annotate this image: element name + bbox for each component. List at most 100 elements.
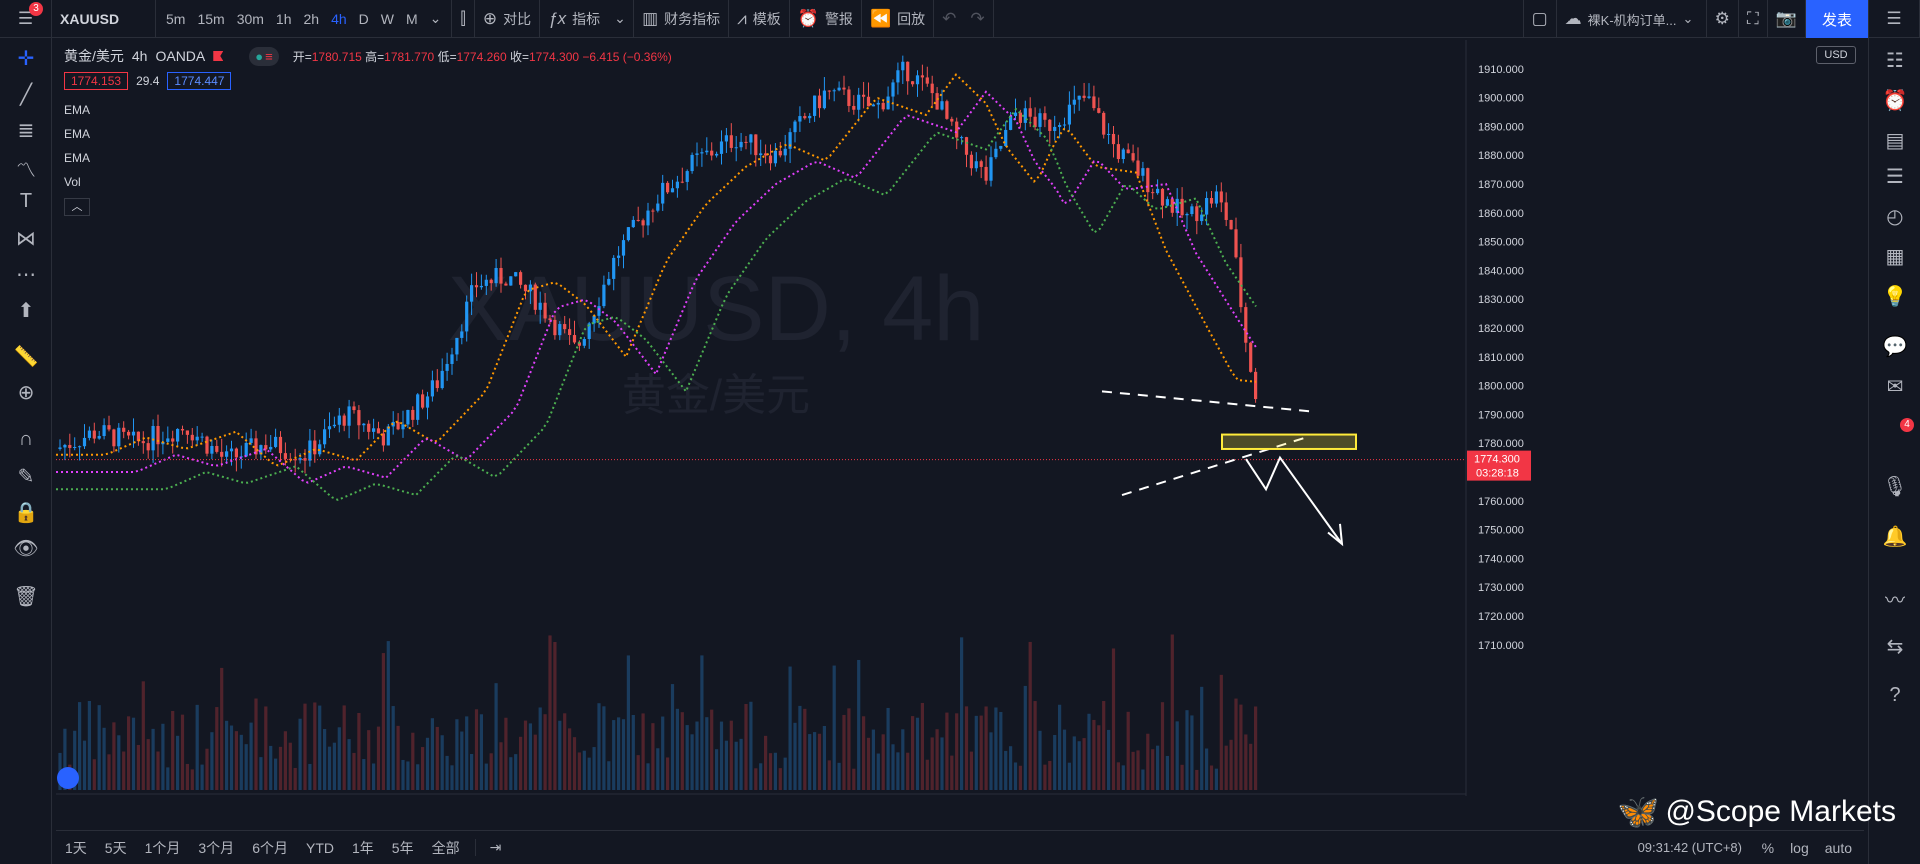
symbol-search[interactable]: XAUUSD bbox=[52, 0, 156, 38]
pattern-icon[interactable]: 〽 bbox=[16, 160, 36, 182]
indicator-ema-2[interactable]: EMA bbox=[64, 127, 91, 141]
interval-w[interactable]: W bbox=[380, 10, 394, 27]
candle-body bbox=[563, 324, 567, 330]
range-3m[interactable]: 3个月 bbox=[198, 839, 235, 856]
currency-selector[interactable]: USD bbox=[1816, 46, 1856, 64]
log-scale-button[interactable]: log bbox=[1790, 839, 1809, 856]
range-1y[interactable]: 1年 bbox=[351, 839, 374, 856]
candle-body bbox=[798, 116, 802, 122]
arrow-up-icon[interactable]: ⬆ bbox=[17, 300, 35, 322]
volume-bar bbox=[641, 713, 645, 790]
undo-icon[interactable]: ↶ bbox=[942, 8, 957, 28]
volume-bar bbox=[1072, 736, 1076, 790]
percent-scale-button[interactable]: % bbox=[1761, 839, 1775, 856]
magnet-icon[interactable]: ∩ bbox=[18, 428, 34, 450]
streams-icon[interactable]: 🎙 bbox=[1882, 476, 1908, 498]
trading-panel-icon[interactable]: 〰 bbox=[1885, 590, 1905, 612]
brand-watermark: 🦋 @Scope Markets bbox=[1617, 792, 1896, 832]
layout-name-button[interactable]: ☁ 裸K-机构订单... ⌄ bbox=[1557, 0, 1707, 38]
indicator-volume[interactable]: Vol bbox=[64, 175, 81, 189]
range-5y[interactable]: 5年 bbox=[391, 839, 414, 856]
collapse-legend-button[interactable]: ︿ bbox=[64, 198, 90, 216]
text-icon[interactable]: T bbox=[19, 190, 33, 212]
volume-bar bbox=[1219, 674, 1223, 790]
help-icon[interactable]: ? bbox=[1889, 684, 1901, 706]
interval-4h[interactable]: 4h bbox=[331, 10, 347, 27]
alarm-clock-icon[interactable]: ⏰ bbox=[1882, 90, 1908, 112]
auto-scale-button[interactable]: auto bbox=[1824, 839, 1852, 856]
interval-1h[interactable]: 1h bbox=[275, 10, 292, 27]
menu-button[interactable]: ☰ 3 bbox=[0, 0, 52, 38]
ruler-icon[interactable]: 📏 bbox=[13, 346, 39, 368]
financials-button[interactable]: ▥ 财务指标 bbox=[634, 0, 730, 38]
clock[interactable]: 09:31:42 (UTC+8) bbox=[1637, 840, 1742, 855]
candle-body bbox=[220, 451, 224, 457]
interval-dropdown-icon[interactable]: ⌄ bbox=[429, 10, 442, 26]
fullscreen-button[interactable]: ⛶ bbox=[1739, 0, 1768, 38]
range-ytd[interactable]: YTD bbox=[305, 839, 334, 856]
publish-button[interactable]: 发表 bbox=[1806, 0, 1868, 38]
compare-button[interactable]: ⊕ 对比 bbox=[475, 0, 541, 38]
prediction-icon[interactable]: ⋯ bbox=[16, 264, 36, 286]
lock-icon[interactable]: 🔒 bbox=[13, 502, 39, 524]
snapshot-button[interactable]: 📷 bbox=[1768, 0, 1806, 38]
templates-button[interactable]: ⩘ 模板 bbox=[729, 0, 790, 38]
range-5d[interactable]: 5天 bbox=[104, 839, 127, 856]
scale-buttons: % log auto bbox=[1762, 840, 1852, 856]
interval-15m[interactable]: 15m bbox=[197, 10, 225, 27]
zoom-icon[interactable]: ⊕ bbox=[17, 382, 35, 404]
eye-icon[interactable]: 👁 bbox=[13, 538, 39, 560]
messages-icon[interactable]: ✉ bbox=[1886, 376, 1904, 398]
idea-icon[interactable]: 💡 bbox=[1882, 286, 1908, 308]
range-6m[interactable]: 6个月 bbox=[252, 839, 288, 856]
volume-bar bbox=[803, 708, 807, 790]
candle-body bbox=[479, 285, 483, 288]
indicators-button[interactable]: ƒx 指标 ⌄ bbox=[540, 0, 635, 38]
flag-icon[interactable] bbox=[213, 51, 224, 61]
data-window-icon[interactable]: ▤ bbox=[1885, 130, 1905, 152]
trash-icon[interactable]: 🗑 bbox=[13, 586, 39, 608]
volume-bar bbox=[470, 753, 474, 790]
fib-icon[interactable]: ≣ bbox=[17, 120, 35, 142]
trendline-icon[interactable]: ╱ bbox=[19, 84, 33, 106]
layout-toggle-button[interactable]: ▢ bbox=[1522, 0, 1557, 38]
chart-type-button[interactable]: ⫿ bbox=[452, 0, 475, 38]
redo-icon[interactable]: ↷ bbox=[970, 8, 985, 28]
range-all[interactable]: 全部 bbox=[431, 839, 460, 856]
interval-m[interactable]: M bbox=[406, 10, 418, 27]
price-tick-label: 1880.000 bbox=[1478, 150, 1524, 162]
interval-d[interactable]: D bbox=[358, 10, 369, 27]
settings-button[interactable]: ⚙ bbox=[1707, 0, 1739, 38]
candle-body bbox=[78, 446, 82, 448]
indicator-ema-3[interactable]: EMA bbox=[64, 151, 91, 165]
lock-drawing-icon[interactable]: ✎ bbox=[17, 466, 35, 488]
calendar-icon[interactable]: ▦ bbox=[1885, 246, 1905, 268]
chat-icon[interactable]: 💬 bbox=[1882, 336, 1908, 358]
replay-button[interactable]: ⏪ 回放 bbox=[862, 0, 935, 38]
interval-30m[interactable]: 30m bbox=[236, 10, 264, 27]
watchlist-icon[interactable]: ☷ bbox=[1886, 50, 1904, 72]
order-panel-icon[interactable]: ⇆ bbox=[1886, 636, 1904, 658]
volume-bar bbox=[298, 718, 302, 790]
xabcd-icon[interactable]: ⋈ bbox=[16, 228, 36, 250]
buy-price-button[interactable]: 1774.447 bbox=[167, 72, 232, 90]
range-1m[interactable]: 1个月 bbox=[144, 839, 181, 856]
range-1d[interactable]: 1天 bbox=[65, 839, 87, 856]
candle-body bbox=[112, 429, 116, 447]
crosshair-icon[interactable]: ✛ bbox=[17, 48, 35, 70]
market-status[interactable]: ● ≡ bbox=[249, 46, 279, 66]
price-chart[interactable]: XAUUSD, 4h 黄金/美元 1910.000 1900.000 1890.000 1… bbox=[56, 40, 1796, 796]
goto-date-icon[interactable]: ⇥ bbox=[474, 839, 511, 856]
notification-bell-icon[interactable]: 🔔 bbox=[1882, 526, 1908, 548]
volume-bar bbox=[1038, 730, 1042, 790]
interval-5m[interactable]: 5m bbox=[166, 10, 186, 27]
volume-bar bbox=[911, 716, 915, 790]
watchlist-toggle[interactable]: ☰ bbox=[1868, 0, 1920, 38]
indicator-ema-1[interactable]: EMA bbox=[64, 103, 91, 117]
news-icon[interactable]: ☰ bbox=[1886, 166, 1904, 188]
alert-button[interactable]: ⏰ 警报 bbox=[790, 0, 862, 38]
fullscreen-icon: ⛶ bbox=[1746, 9, 1759, 28]
sell-price-button[interactable]: 1774.153 bbox=[64, 72, 129, 90]
interval-2h[interactable]: 2h bbox=[303, 10, 320, 27]
hotlist-icon[interactable]: ◴ bbox=[1886, 206, 1904, 228]
